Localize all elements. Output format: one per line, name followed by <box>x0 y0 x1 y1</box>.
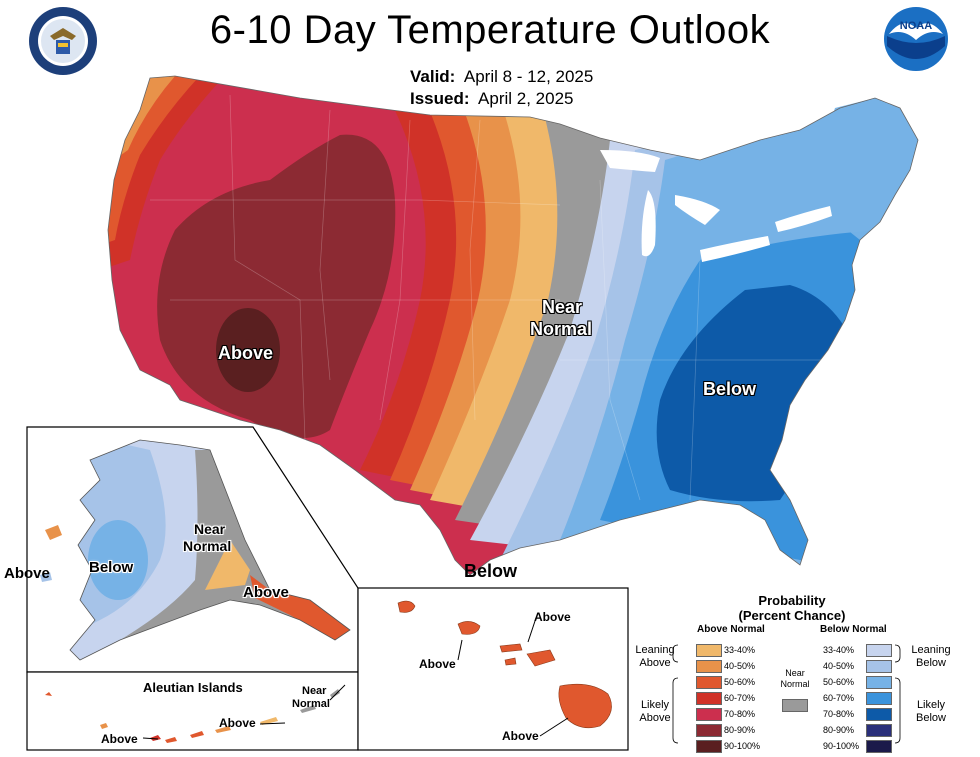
legend-title-line-1: Probability <box>758 593 826 608</box>
likely-above-line-1: Likely <box>640 699 670 711</box>
above-bin-label: 33-40% <box>724 645 756 655</box>
below-bin-swatch <box>866 660 892 673</box>
conus-near-label-2: Normal <box>530 319 593 339</box>
legend-below-header: Below Normal <box>820 624 887 635</box>
aleutian-near-label-1: Near <box>302 685 327 697</box>
legend-near-normal-header: Near Normal <box>773 668 817 690</box>
conus-above-label: Above <box>218 343 274 363</box>
page-title: 6-10 Day Temperature Outlook <box>209 8 771 52</box>
likely-below-line-1: Likely <box>916 699 946 711</box>
below-bin-label: 40-50% <box>823 661 855 671</box>
hawaii-above-label-2: Above <box>419 657 456 671</box>
above-bin-label: 40-50% <box>724 661 756 671</box>
aleutian-chain <box>45 689 340 743</box>
issued-label: Issued: <box>410 89 470 108</box>
above-bin-swatch <box>696 692 722 705</box>
below-bin-swatch <box>866 724 892 737</box>
legend-leaning-below: Leaning Below <box>906 644 956 670</box>
below-bin-swatch <box>866 740 892 753</box>
alaska-below-label: Below <box>89 559 134 576</box>
below-bin-swatch <box>866 692 892 705</box>
above-bin-swatch <box>696 644 722 657</box>
hawaii-islands <box>397 600 612 729</box>
valid-line: Valid: April 8 - 12, 2025 <box>410 67 593 87</box>
commerce-seal-logo <box>29 7 97 75</box>
above-bin-swatch <box>696 660 722 673</box>
legend-likely-above: Likely Above <box>633 699 677 725</box>
svg-text:NOAA: NOAA <box>900 20 932 32</box>
conus-below-south-label: Below <box>464 561 518 581</box>
valid-label: Valid: <box>410 67 456 86</box>
above-bin-swatch <box>696 740 722 753</box>
aleutian-above-label-1: Above <box>101 732 138 746</box>
alaska-above-se-label: Above <box>243 584 289 601</box>
noaa-logo: NOAA <box>884 7 948 71</box>
below-bin-label: 60-70% <box>823 693 855 703</box>
aleutian-title: Aleutian Islands <box>143 680 243 695</box>
below-bin-label: 80-90% <box>823 725 855 735</box>
below-bin-label: 90-100% <box>823 741 860 751</box>
leaning-below-line-2: Below <box>916 657 946 669</box>
alaska-near-label-1: Near <box>194 521 226 537</box>
below-bin-label: 70-80% <box>823 709 855 719</box>
aleutian-near-label-2: Normal <box>292 698 330 710</box>
above-bin-swatch <box>696 724 722 737</box>
near-header-line-2: Normal <box>780 679 810 689</box>
hawaii-above-label-3: Above <box>502 729 539 743</box>
below-bin-swatch <box>866 644 892 657</box>
below-bin-swatch <box>866 676 892 689</box>
leaning-below-line-1: Leaning <box>911 644 951 656</box>
near-header-line-1: Near <box>785 668 805 678</box>
below-bin-label: 33-40% <box>823 645 855 655</box>
alaska-above-west-label: Above <box>4 565 50 582</box>
legend-likely-below: Likely Below <box>906 699 956 725</box>
above-bin-label: 50-60% <box>724 677 756 687</box>
likely-above-line-2: Above <box>639 712 671 724</box>
above-bin-swatch <box>696 708 722 721</box>
conus-below-label: Below <box>703 379 757 399</box>
aleutian-above-label-2: Above <box>219 716 256 730</box>
above-bin-label: 70-80% <box>724 709 756 719</box>
above-bin-label: 60-70% <box>724 693 756 703</box>
below-bin-swatch <box>866 708 892 721</box>
above-bin-label: 90-100% <box>724 741 761 751</box>
legend-leaning-above: Leaning Above <box>633 644 677 670</box>
above-bin-label: 80-90% <box>724 725 756 735</box>
below-bin-label: 50-60% <box>823 677 855 687</box>
leaning-above-line-1: Leaning <box>635 644 675 656</box>
legend-near-normal-swatch <box>782 699 808 712</box>
hawaii-above-label-1: Above <box>534 610 571 624</box>
legend-above-header: Above Normal <box>697 624 765 635</box>
above-bin-swatch <box>696 676 722 689</box>
legend-title: Probability (Percent Chance) <box>712 593 872 623</box>
leaning-above-line-2: Above <box>639 657 671 669</box>
likely-below-line-2: Below <box>916 712 946 724</box>
alaska-near-label-2: Normal <box>183 538 232 554</box>
legend-title-line-2: (Percent Chance) <box>738 608 846 623</box>
issued-value: April 2, 2025 <box>478 89 574 108</box>
valid-value: April 8 - 12, 2025 <box>463 67 594 86</box>
conus-near-label-1: Near <box>542 297 583 317</box>
issued-line: Issued: April 2, 2025 <box>410 89 574 109</box>
